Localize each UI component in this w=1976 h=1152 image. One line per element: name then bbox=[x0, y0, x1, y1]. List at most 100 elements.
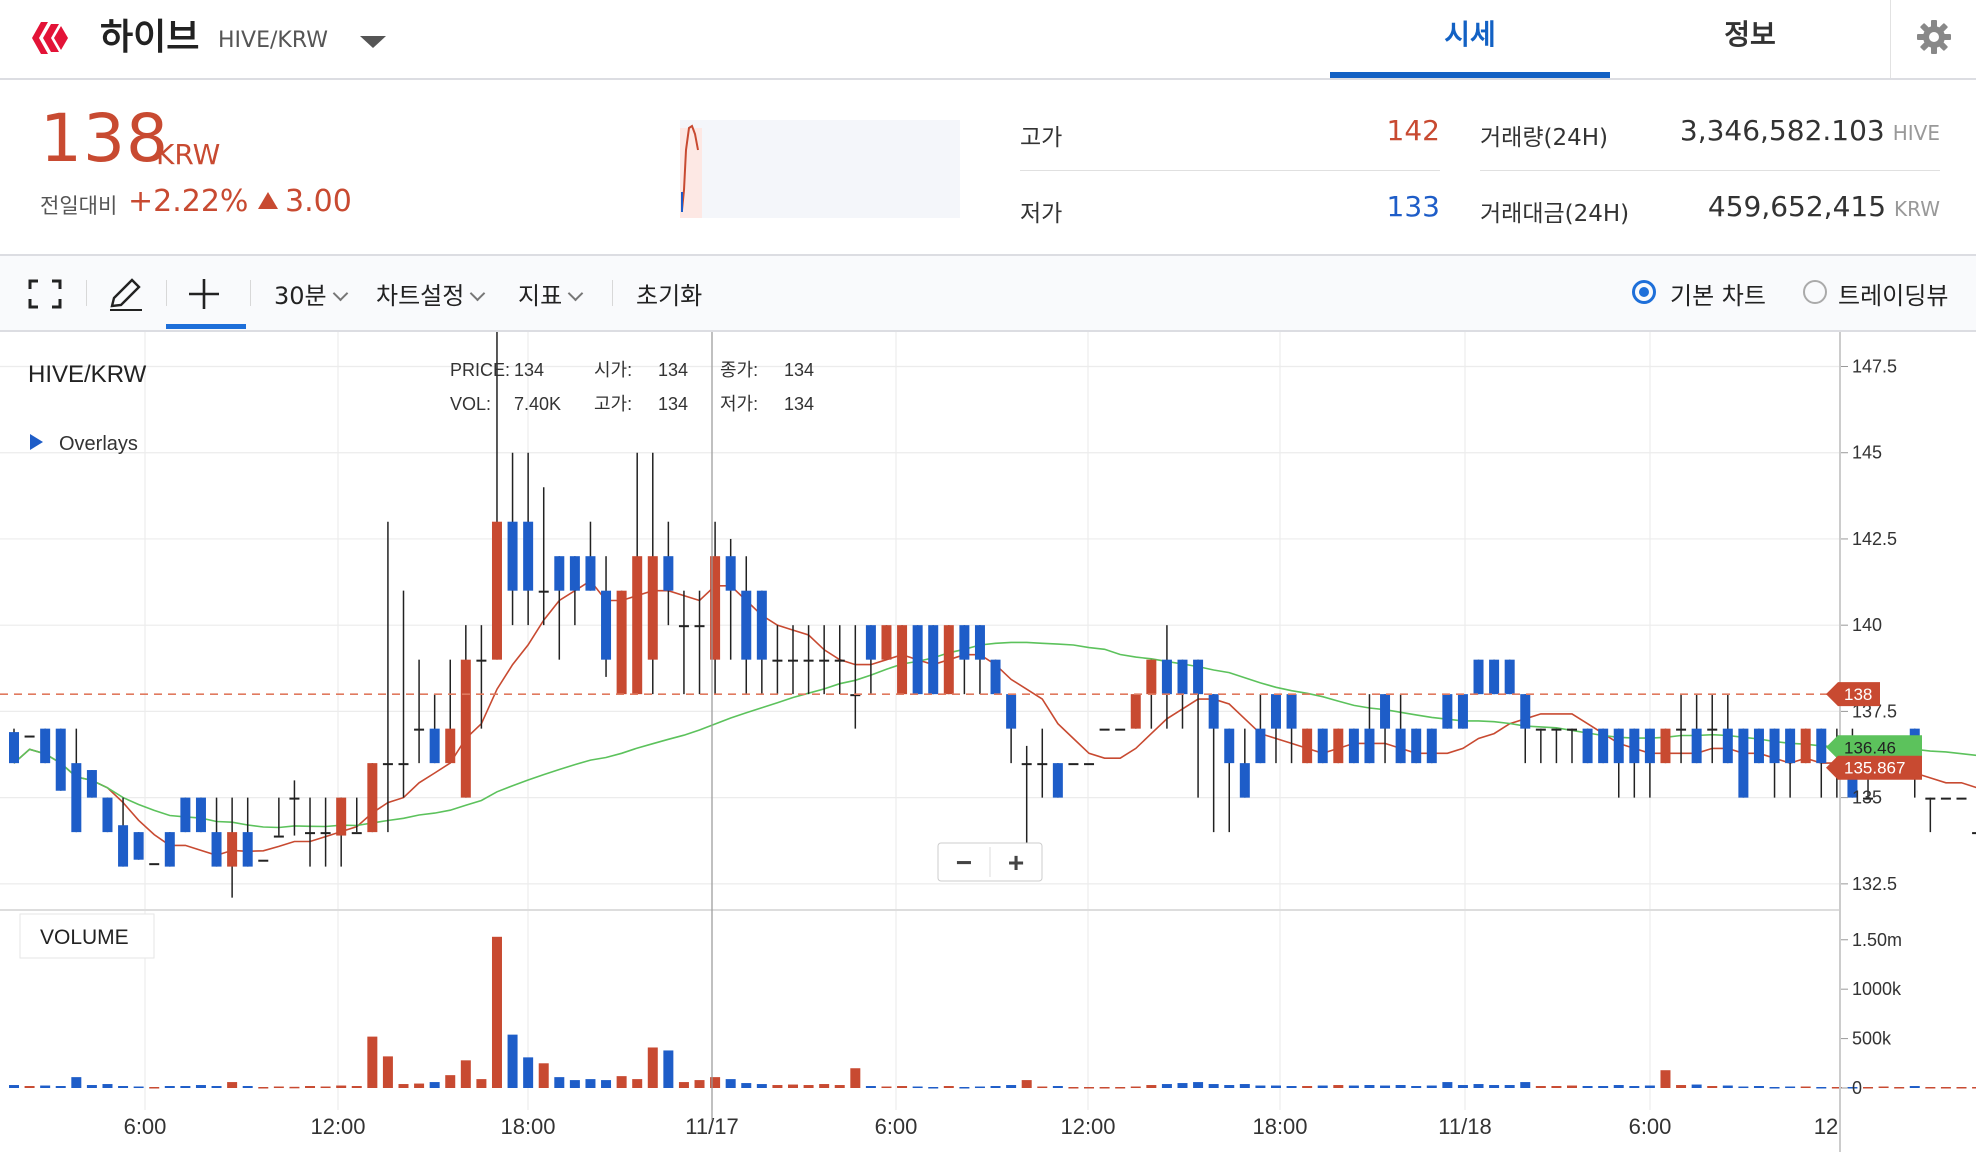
candle-body bbox=[694, 625, 705, 628]
volume-bar bbox=[756, 1084, 767, 1088]
volume-bar bbox=[1660, 1070, 1671, 1088]
time-tick-label: 12:00 bbox=[310, 1114, 365, 1139]
tooltip-low: 134 bbox=[784, 394, 814, 414]
candle-body bbox=[741, 590, 752, 660]
tab-price[interactable]: 시세 bbox=[1330, 0, 1610, 78]
axis-labels: 147.5 145 142.5 140 137.5 135 132.5 1.50m 1000k 5… bbox=[124, 356, 1902, 1139]
volume-value: 3,346,582.103 bbox=[1679, 114, 1885, 147]
candle-body bbox=[1473, 659, 1484, 695]
volume-bar bbox=[1286, 1086, 1297, 1088]
volume-bar bbox=[1068, 1087, 1079, 1089]
basic-chart-radio[interactable] bbox=[1632, 280, 1656, 304]
coin-dropdown-icon[interactable] bbox=[360, 36, 386, 48]
volume-bar bbox=[1676, 1085, 1687, 1088]
interval-select[interactable]: 30분 bbox=[274, 276, 348, 311]
price-tick-label: 142.5 bbox=[1852, 529, 1897, 549]
candle-body bbox=[1380, 694, 1391, 729]
indicators-select[interactable]: 지표 bbox=[518, 276, 584, 311]
overlays-toggle[interactable]: Overlays bbox=[59, 433, 138, 455]
candle-body bbox=[850, 694, 861, 697]
moving-average-lines bbox=[13, 579, 1976, 857]
volume-bar bbox=[1707, 1086, 1718, 1088]
candle-body bbox=[118, 825, 129, 867]
candle-body bbox=[710, 556, 721, 660]
volume-bar bbox=[351, 1086, 362, 1088]
volume-bar bbox=[1582, 1086, 1593, 1088]
fullscreen-icon[interactable] bbox=[28, 279, 62, 309]
volume-bar bbox=[1224, 1085, 1235, 1088]
candlestick-chart[interactable]: 147.5 145 142.5 140 137.5 135 132.5 1.50m 1000k 5… bbox=[0, 332, 1976, 1152]
candle-body bbox=[1442, 694, 1453, 729]
chart-settings-select[interactable]: 차트설정 bbox=[376, 276, 486, 311]
volume-bar bbox=[1442, 1082, 1453, 1088]
candle-body bbox=[1567, 728, 1577, 731]
tooltip-high: 134 bbox=[658, 394, 688, 414]
candle-body bbox=[1302, 728, 1313, 764]
candle-body bbox=[974, 625, 985, 660]
tradingview-label[interactable]: 트레이딩뷰 bbox=[1838, 282, 1949, 310]
volume-bar bbox=[1863, 1087, 1874, 1089]
volume-bar bbox=[1302, 1086, 1313, 1088]
volume-bar bbox=[632, 1079, 643, 1088]
candle-body bbox=[1629, 728, 1640, 764]
volume-bar bbox=[1940, 1087, 1951, 1089]
tooltip-vol: 7.40K bbox=[514, 394, 561, 414]
ma-short-tag-text: 135.867 bbox=[1844, 759, 1905, 778]
volume-bar bbox=[1785, 1086, 1796, 1089]
volume-bar bbox=[1473, 1084, 1484, 1088]
candle-body bbox=[1130, 694, 1141, 729]
candle-body bbox=[195, 797, 206, 833]
candle-body bbox=[959, 625, 970, 660]
volume-bar bbox=[1753, 1086, 1764, 1088]
candle-body bbox=[788, 659, 798, 662]
volume-bar bbox=[227, 1082, 238, 1088]
candle-body bbox=[1956, 797, 1967, 800]
volume-bar bbox=[678, 1082, 689, 1088]
crosshair-icon[interactable] bbox=[186, 276, 222, 312]
tradingview-radio[interactable] bbox=[1803, 280, 1827, 304]
ma-long-tag bbox=[1826, 735, 1922, 760]
interval-label: 30분 bbox=[274, 282, 327, 310]
settings-button[interactable] bbox=[1890, 0, 1976, 78]
candle-body bbox=[1006, 694, 1017, 729]
volume-bar bbox=[86, 1085, 97, 1088]
volume-bar bbox=[180, 1086, 191, 1088]
candle-body bbox=[445, 728, 456, 764]
candle-body bbox=[273, 835, 284, 838]
candle-body bbox=[1364, 728, 1375, 764]
volume-bar bbox=[1925, 1087, 1936, 1089]
volume-bar bbox=[1333, 1085, 1344, 1088]
pencil-icon[interactable] bbox=[108, 276, 144, 312]
divider bbox=[1020, 170, 1440, 171]
volume-bar bbox=[1816, 1087, 1827, 1089]
tab-info[interactable]: 정보 bbox=[1724, 18, 1776, 51]
time-tick-label: 6:00 bbox=[1629, 1114, 1672, 1139]
volume-bar bbox=[211, 1086, 222, 1088]
volume-bar bbox=[1878, 1086, 1889, 1089]
tooltip-price: 134 bbox=[514, 360, 544, 380]
candle-body bbox=[881, 625, 892, 660]
candle-body bbox=[1785, 728, 1796, 764]
candle-body bbox=[1722, 728, 1733, 764]
zoom-in-button[interactable]: + bbox=[1008, 847, 1024, 878]
candle-body bbox=[1037, 763, 1048, 766]
zoom-out-button[interactable]: − bbox=[956, 847, 972, 878]
basic-chart-label[interactable]: 기본 차트 bbox=[1670, 282, 1766, 310]
volume-bar bbox=[55, 1086, 66, 1088]
candle-body bbox=[1115, 728, 1126, 731]
candle-body bbox=[460, 659, 471, 798]
reset-button[interactable]: 초기화 bbox=[636, 282, 703, 310]
candle-body bbox=[912, 625, 923, 695]
triangle-right-icon[interactable] bbox=[30, 434, 43, 450]
volume-bar bbox=[382, 1056, 393, 1088]
toolbar-divider bbox=[250, 280, 251, 306]
volume-bar bbox=[1972, 1087, 1976, 1089]
ma-long-tag-text: 136.46 bbox=[1844, 738, 1896, 757]
volume-bar bbox=[445, 1075, 456, 1088]
candle-body bbox=[414, 728, 425, 731]
candle-body bbox=[1582, 728, 1593, 764]
volume-bar bbox=[1317, 1085, 1328, 1088]
candle-body bbox=[554, 556, 565, 591]
candle-body bbox=[1800, 728, 1811, 764]
candle-body bbox=[429, 728, 440, 764]
